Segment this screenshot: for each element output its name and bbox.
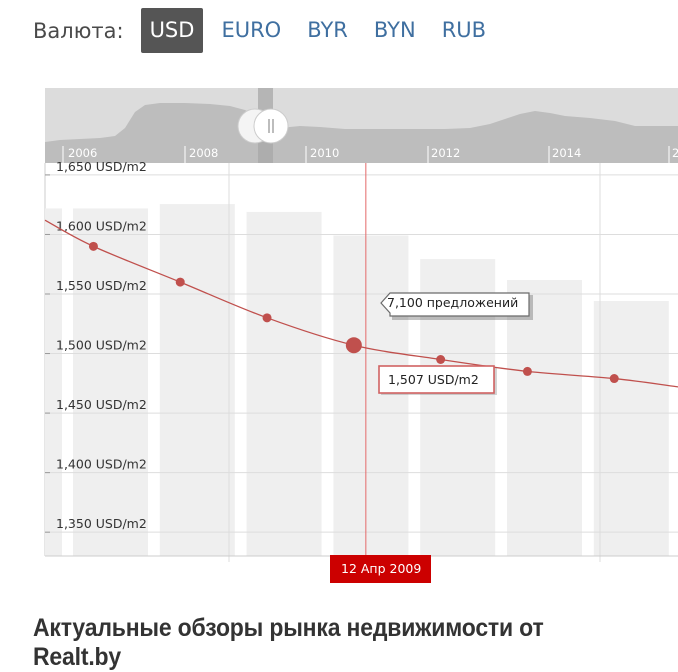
- price-points[interactable]: [88, 241, 619, 384]
- vertical-gridlines: [228, 163, 601, 562]
- y-tick-label: 1,650 USD/m2: [56, 159, 147, 174]
- offers-bar: [45, 208, 62, 556]
- navigator-area: [45, 103, 678, 163]
- price-tooltip: 1,507 USD/m2: [378, 365, 497, 395]
- crosshair-date-label: 12 Апр 2009: [330, 555, 431, 583]
- y-tick-label: 1,400 USD/m2: [56, 457, 147, 472]
- currency-byr-link[interactable]: BYR: [307, 18, 348, 42]
- offers-bar: [593, 300, 669, 556]
- y-tick-label: 1,450 USD/m2: [56, 397, 147, 412]
- navigator-year-2008: 2008: [189, 146, 218, 160]
- currency-byn-link[interactable]: BYN: [373, 18, 416, 42]
- price-point-active[interactable]: [345, 337, 362, 354]
- plot-area: 1,650 USD/m2 1,600 USD/m2 1,550 USD/m2 1,50…: [44, 159, 678, 583]
- currency-usd-button[interactable]: USD: [140, 8, 204, 53]
- offers-tooltip-text: 7,100 предложений: [387, 295, 518, 310]
- navigator-handle-right[interactable]: [253, 108, 289, 144]
- price-tooltip-text: 1,507 USD/m2: [388, 372, 479, 387]
- navigator-year-partial: 2: [672, 146, 678, 160]
- price-point[interactable]: [436, 355, 446, 364]
- y-tick-label: 1,500 USD/m2: [56, 338, 147, 353]
- y-tick-label: 1,350 USD/m2: [56, 516, 147, 531]
- y-tick-label: 1,550 USD/m2: [56, 278, 147, 293]
- y-axis-labels: 1,650 USD/m2 1,600 USD/m2 1,550 USD/m2 1,50…: [56, 159, 147, 531]
- currency-rub-link[interactable]: RUB: [441, 18, 487, 42]
- crosshair-date-text: 12 Апр 2009: [341, 561, 421, 576]
- offers-bars: [45, 204, 669, 556]
- navigator[interactable]: 2006 2008 2010 2012 2014 2: [45, 88, 678, 163]
- y-tick-label: 1,600 USD/m2: [56, 218, 147, 233]
- navigator-year-2010: 2010: [310, 146, 339, 160]
- offers-bar: [507, 280, 582, 556]
- navigator-year-2006: 2006: [68, 146, 97, 160]
- price-point[interactable]: [609, 374, 619, 384]
- horizontal-gridlines: [45, 174, 678, 533]
- price-point[interactable]: [262, 313, 272, 323]
- currency-label: Валюта:: [33, 18, 124, 43]
- price-point[interactable]: [175, 277, 185, 287]
- navigator-year-2012: 2012: [431, 146, 460, 160]
- offers-bar: [73, 208, 148, 556]
- navigator-year-2014: 2014: [552, 146, 581, 160]
- offers-bar: [159, 204, 235, 556]
- grip-lines-icon: [268, 119, 274, 133]
- price-point[interactable]: [88, 241, 98, 251]
- offers-tooltip: 7,100 предложений: [380, 292, 533, 320]
- offers-bar: [333, 235, 409, 556]
- navigator-year-labels: 2006 2008 2010 2012 2014 2: [62, 146, 678, 163]
- currency-selector: Валюта: USD EURO BYR BYN RUB: [33, 8, 504, 53]
- currency-euro-link[interactable]: EURO: [221, 18, 282, 42]
- page-title: Актуальные обзоры рынка недвижимости от …: [33, 614, 544, 671]
- price-point[interactable]: [522, 366, 532, 376]
- offers-bar: [246, 211, 322, 556]
